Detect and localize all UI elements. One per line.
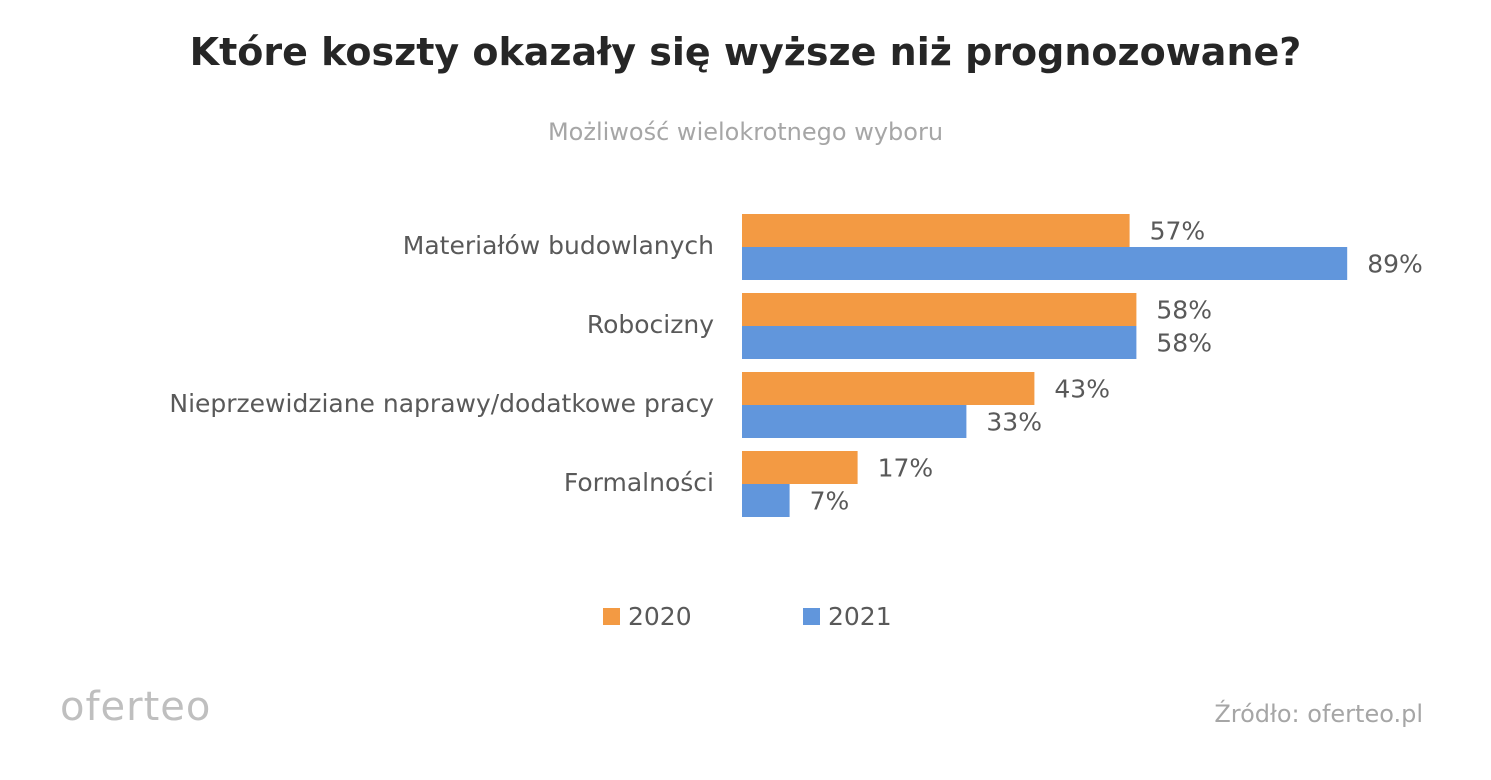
bar-2021-cat-1: [742, 326, 1137, 359]
bar-2020-cat-3: [742, 451, 858, 484]
value-label-2021-cat-1: 58%: [1156, 329, 1212, 358]
chart-legend: 2020 2021: [0, 602, 1491, 638]
bar-2020-cat-2: [742, 372, 1035, 405]
value-label-2020-cat-0: 57%: [1150, 217, 1206, 246]
bar-2021-cat-3: [742, 484, 790, 517]
legend-item-2021: 2021: [803, 602, 892, 631]
legend-swatch-2020: [603, 608, 620, 625]
category-label-1: Robocizny: [587, 310, 714, 339]
chart-title: Które koszty okazały się wyższe niż prog…: [189, 30, 1302, 74]
category-label-3: Formalności: [564, 468, 714, 497]
category-label-0: Materiałów budowlanych: [403, 231, 714, 260]
source-note: Źródło: oferteo.pl: [1214, 700, 1423, 728]
bars-layer: Materiałów budowlanych 57% 89% Robocizny 58%…: [169, 214, 1423, 517]
value-label-2020-cat-1: 58%: [1156, 296, 1212, 325]
bar-2021-cat-2: [742, 405, 967, 438]
bar-2020-cat-1: [742, 293, 1137, 326]
legend-label-2021: 2021: [828, 602, 892, 631]
value-label-2020-cat-2: 43%: [1054, 375, 1110, 404]
value-label-2021-cat-0: 89%: [1367, 250, 1423, 279]
bar-2021-cat-0: [742, 247, 1348, 280]
category-label-2: Nieprzewidziane naprawy/dodatkowe pracy: [169, 389, 714, 418]
legend-item-2020: 2020: [603, 602, 692, 631]
chart-subtitle: Możliwość wielokrotnego wyboru: [547, 118, 944, 146]
value-label-2021-cat-3: 7%: [810, 487, 850, 516]
value-label-2021-cat-2: 33%: [986, 408, 1042, 437]
oferteo-logo: oferteo: [60, 684, 212, 730]
bar-2020-cat-0: [742, 214, 1130, 247]
legend-label-2020: 2020: [628, 602, 692, 631]
bar-chart: Materiałów budowlanych 57% 89% Robocizny 58%…: [169, 214, 1423, 517]
value-label-2020-cat-3: 17%: [878, 454, 934, 483]
legend-swatch-2021: [803, 608, 820, 625]
